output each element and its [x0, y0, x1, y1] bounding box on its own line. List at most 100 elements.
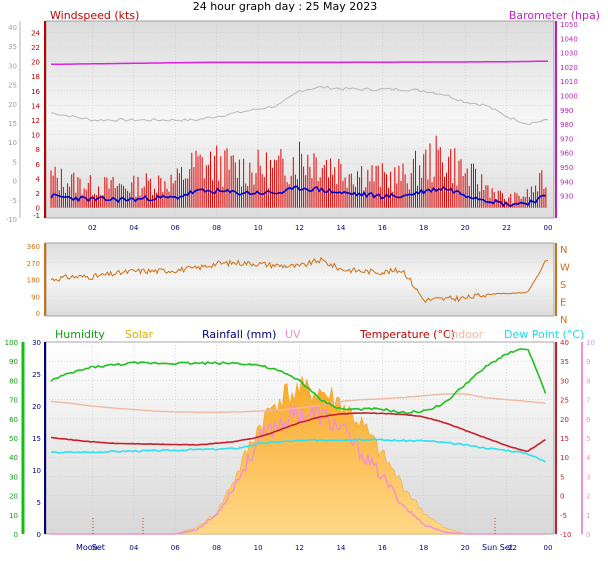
humidity-tick-label: 50 [9, 435, 18, 443]
x-tick-label: 06 [171, 224, 180, 232]
indoor-series-line [50, 392, 546, 414]
x-tick-label: 12 [295, 544, 304, 552]
direction-tick-label: 90 [31, 293, 40, 301]
baro-tick-label: 960 [560, 150, 573, 158]
wind-average-line [50, 185, 546, 208]
uv-tick-label: 5 [586, 435, 590, 443]
wind-tick-label: 6 [36, 161, 41, 169]
compass-label: N [560, 245, 567, 256]
uv-tick-label: 3 [586, 473, 590, 481]
baro-tick-label: 1040 [560, 35, 578, 43]
x-tick-label: 06 [171, 544, 180, 552]
wind-tick-label: 22 [31, 44, 40, 52]
rain-tick-label: 15 [32, 435, 41, 443]
temperature-label: Temperature (°C) [359, 328, 455, 341]
humidity-tick-label: 0 [14, 531, 18, 539]
temp-tick-label: 15 [560, 435, 569, 443]
temp-tick-label: 30 [560, 377, 569, 385]
x-tick-label: 10 [254, 224, 263, 232]
direction-tick-label: 270 [27, 260, 40, 268]
wind-panel-series [50, 60, 549, 208]
temperature-panel-axes: 1009080706050403020100302520151050403530… [5, 339, 595, 539]
uv-label: UV [285, 328, 301, 341]
uv-tick-label: 10 [586, 339, 595, 347]
baro-tick-label: 940 [560, 178, 573, 186]
temp-tick-label: 0 [560, 493, 564, 501]
outer-tick-label: 35 [8, 43, 17, 51]
moon-set-label: Set [92, 543, 105, 552]
uv-tick-label: 7 [586, 397, 590, 405]
sun-set-label: Sun Set [482, 543, 513, 552]
x-tick-label: 08 [212, 544, 221, 552]
outer-tick-label: -5 [10, 197, 17, 205]
x-tick-label: 04 [129, 224, 138, 232]
barometer-label: Barometer (hpa) [509, 9, 600, 22]
humidity-tick-label: 70 [9, 397, 18, 405]
wind-panel-x-ticks: 02 04 06 08 10 12 14 16 18 20 22 00 [88, 224, 553, 232]
baro-tick-label: 990 [560, 107, 573, 115]
uv-tick-label: 8 [586, 377, 590, 385]
wind-panel-axes: 4035302520151050-5-102422201816141210864… [6, 21, 578, 224]
uv-tick-label: 6 [586, 416, 591, 424]
x-tick-label: 20 [461, 544, 470, 552]
baro-tick-label: 1000 [560, 93, 578, 101]
direction-tick-label: 180 [27, 277, 40, 285]
uv-tick-label: 9 [586, 358, 590, 366]
baro-tick-label: 930 [560, 193, 573, 201]
wind-tick-label: 24 [31, 29, 40, 37]
temperature-series-line [50, 411, 546, 453]
baro-tick-label: 1010 [560, 78, 578, 86]
outer-tick-label: 10 [8, 139, 17, 147]
baro-tick-label: 970 [560, 135, 573, 143]
moon-label: Moon [76, 543, 98, 552]
baro-grey-line [50, 85, 549, 126]
dew-point-label: Dew Point (°C) [504, 328, 584, 341]
moon-set-event: MoonSet [76, 543, 105, 552]
direction-panel-bg [45, 242, 555, 317]
x-tick-label: 00 [544, 544, 553, 552]
baro-tick-label: 1030 [560, 50, 578, 58]
rain-tick-label: 25 [32, 371, 41, 379]
temp-tick-label: 5 [560, 473, 564, 481]
humidity-tick-label: 80 [9, 377, 18, 385]
outer-tick-label: -10 [6, 216, 17, 224]
humidity-tick-label: 30 [9, 473, 18, 481]
temperature-panel: Humidity Solar Rainfall (mm) UV Temperat… [5, 328, 595, 552]
humidity-label: Humidity [55, 328, 105, 341]
x-tick-label: 18 [419, 224, 428, 232]
uv-tick-label: 2 [586, 493, 590, 501]
x-tick-label: 16 [378, 224, 387, 232]
rain-tick-label: 30 [32, 339, 41, 347]
compass-label: E [560, 298, 566, 309]
dew-point-series-line [50, 437, 546, 463]
temp-tick-label: 10 [560, 454, 569, 462]
compass-label: W [560, 263, 570, 274]
temp-tick-label: 20 [560, 416, 569, 424]
humidity-tick-label: 90 [9, 358, 18, 366]
humidity-tick-label: 100 [5, 339, 18, 347]
direction-tick-label: 360 [27, 243, 40, 251]
x-tick-label: 14 [336, 544, 345, 552]
x-tick-label: 10 [254, 544, 263, 552]
x-tick-label: 02 [88, 224, 97, 232]
wind-direction-line [50, 256, 548, 304]
uv-tick-label: 4 [586, 454, 591, 462]
solar-label: Solar [125, 328, 154, 341]
baro-tick-label: 950 [560, 164, 573, 172]
barometer-series-line [51, 60, 549, 66]
direction-tick-label: 0 [36, 310, 40, 318]
baro-tick-label: 980 [560, 121, 573, 129]
sun-set-event: Sun Set [482, 543, 513, 552]
outer-tick-label: 0 [13, 178, 17, 186]
uv-series-line [51, 405, 546, 535]
outer-tick-label: 20 [8, 101, 17, 109]
humidity-tick-label: 20 [9, 493, 18, 501]
wind-tick-label: 14 [31, 102, 40, 110]
wind-tick-label: -1 [33, 212, 40, 220]
rain-tick-label: 20 [32, 403, 41, 411]
wind-tick-label: 16 [31, 88, 40, 96]
